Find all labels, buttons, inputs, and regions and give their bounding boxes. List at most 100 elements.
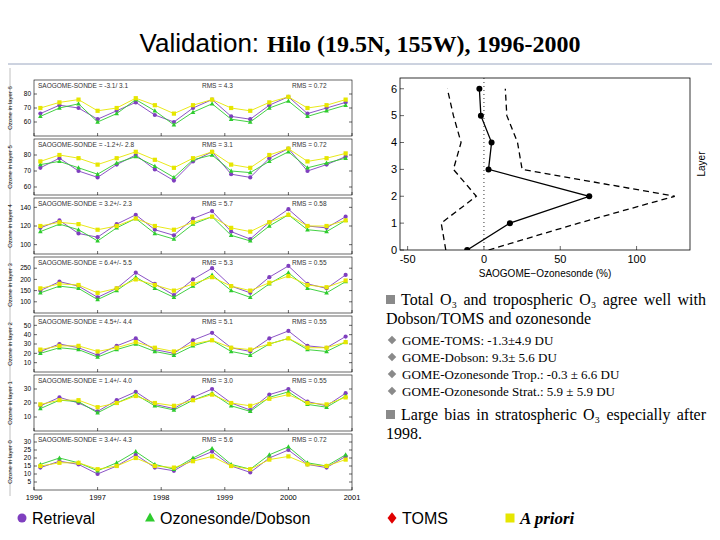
data-point xyxy=(172,289,176,293)
series-line xyxy=(40,395,345,408)
y-axis-label: Ozone in layer 5 xyxy=(7,144,13,188)
data-point xyxy=(229,288,234,292)
data-point xyxy=(248,238,253,242)
y-tick xyxy=(34,482,37,483)
legend-swatch xyxy=(388,512,397,524)
series-line xyxy=(40,273,345,300)
data-point xyxy=(324,346,328,350)
y-axis-label: Ozone in layer 6 xyxy=(7,85,13,129)
sub-bullet-icon xyxy=(388,370,396,378)
data-point xyxy=(324,224,328,228)
y-tick-right xyxy=(349,122,352,123)
y-tick-right xyxy=(349,353,352,354)
data-point xyxy=(248,295,253,299)
title-rule xyxy=(8,64,712,65)
annotation: SAOGOME-SONDE = 3.4+/- 4.3 xyxy=(38,436,132,443)
y-tick xyxy=(34,122,37,123)
series-line xyxy=(40,276,345,293)
data-point xyxy=(153,224,157,228)
sub-bullet: GOME-Dobson: 9.3± 5.6 DU xyxy=(386,349,706,366)
data-point xyxy=(191,216,195,220)
data-point xyxy=(95,172,100,176)
data-point xyxy=(172,228,176,232)
data-point xyxy=(38,229,43,233)
y-tick xyxy=(34,279,37,280)
data-point xyxy=(153,283,157,287)
data-point xyxy=(248,348,252,352)
y-tick-label: 0 xyxy=(391,244,397,256)
annotation: RMS = 5.3 xyxy=(202,259,233,266)
series-line xyxy=(40,149,345,181)
x-tick xyxy=(288,251,289,254)
annotation: RMS = 0.72 xyxy=(292,141,327,148)
y-tick-right xyxy=(349,442,352,443)
data-point xyxy=(76,399,81,403)
y-tick xyxy=(400,142,404,143)
chart: 102030Ozone in layer 1SAOGOME-SONDE = 1.… xyxy=(7,375,352,431)
y-tick-label: 70 xyxy=(24,104,32,111)
y-tick-right xyxy=(349,458,352,459)
spacer xyxy=(386,400,706,405)
data-point xyxy=(153,158,157,162)
data-point xyxy=(76,98,80,102)
y-tick-label: 5 xyxy=(391,109,397,121)
data-point xyxy=(76,231,80,235)
y-tick-label: 4 xyxy=(391,136,397,148)
data-point xyxy=(95,119,100,123)
y-tick-right xyxy=(349,417,352,418)
y-tick-right xyxy=(349,244,352,245)
data-point xyxy=(115,106,119,110)
data-point xyxy=(286,393,290,397)
y-tick-right xyxy=(349,403,352,404)
data-point xyxy=(210,98,214,102)
data-point xyxy=(324,402,328,406)
data-point xyxy=(210,150,214,154)
y-tick-label: 20 xyxy=(24,350,32,357)
data-point xyxy=(343,279,348,283)
data-point xyxy=(267,275,271,279)
y-tick-right xyxy=(349,362,352,363)
x-tick-label: 50 xyxy=(554,253,566,265)
data-point xyxy=(267,341,272,345)
bullet-icon xyxy=(386,295,395,304)
y-tick-label: 30 xyxy=(24,438,32,445)
data-point xyxy=(324,464,328,468)
data-point xyxy=(95,297,100,301)
annotation: RMS = 4.3 xyxy=(202,82,233,89)
data-point xyxy=(267,100,271,104)
y-tick-label: 10 xyxy=(24,470,32,477)
data-point xyxy=(172,237,177,241)
data-point xyxy=(76,398,80,402)
y-tick-label: 40 xyxy=(24,331,32,338)
data-point xyxy=(286,98,291,102)
data-point xyxy=(191,103,195,107)
data-point xyxy=(134,336,138,340)
data-point xyxy=(191,220,195,224)
annotation: RMS = 0.55 xyxy=(292,377,327,384)
x-tick xyxy=(352,251,353,254)
x-tick-label: -50 xyxy=(400,253,416,265)
data-point xyxy=(153,103,157,107)
x-tick xyxy=(224,428,225,431)
y-tick-label: 15 xyxy=(24,462,32,469)
y-tick xyxy=(34,362,37,363)
series-line xyxy=(40,456,345,469)
sub-bullet-text: GOME-TOMS: -1.3±4.9 DU xyxy=(402,333,553,348)
chart: 100120140Ozone in layer 4SAOGOME-SONDE =… xyxy=(7,198,352,254)
x-tick xyxy=(97,133,98,136)
annotation: RMS = 3.1 xyxy=(202,141,233,148)
data-point xyxy=(76,222,80,226)
legend-label: A priori xyxy=(519,509,575,528)
y-tick xyxy=(34,290,37,291)
title-prefix: Validation: xyxy=(140,28,260,58)
data-point xyxy=(96,228,100,232)
data-point xyxy=(210,338,214,342)
x-tick-label: 2001 xyxy=(344,493,361,502)
data-point xyxy=(191,398,196,402)
y-tick xyxy=(34,458,37,459)
data-point xyxy=(344,334,348,338)
y-tick xyxy=(34,450,37,451)
data-point xyxy=(507,220,513,226)
data-point xyxy=(229,464,233,468)
data-point xyxy=(286,274,290,278)
